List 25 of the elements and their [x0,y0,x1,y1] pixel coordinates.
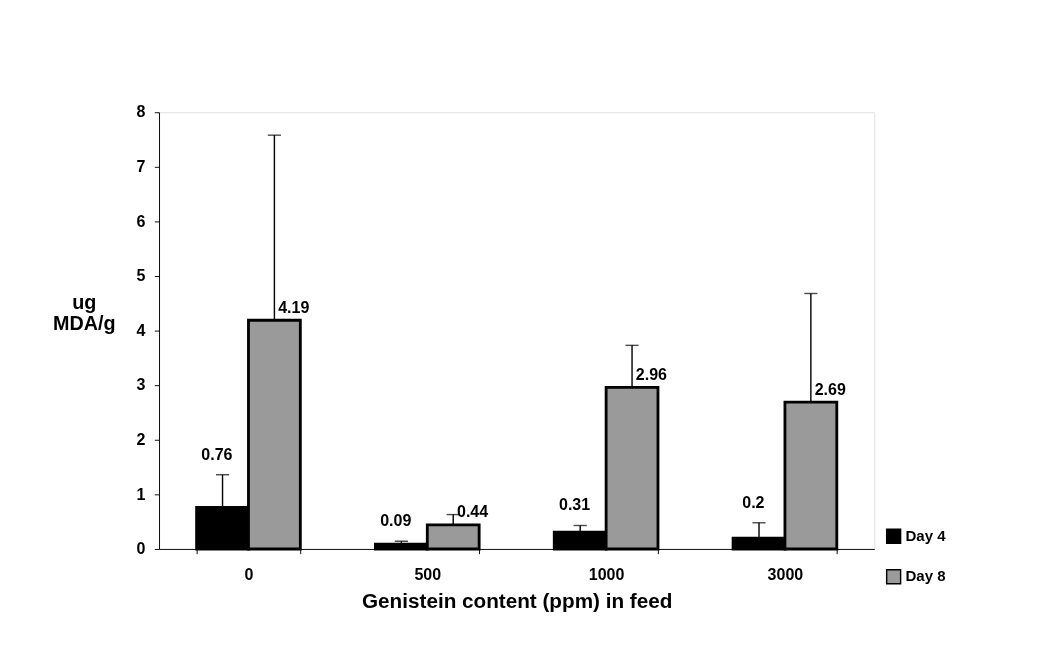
data-label: 0.44 [456,503,489,521]
y-tick-label: 1 [136,485,146,503]
x-tick-label: 0 [244,565,254,583]
y-tick-label: 0 [136,540,146,558]
y-tick-label: 7 [136,158,146,176]
y-tick-label: 5 [136,267,146,285]
x-axis-title: Genistein content (ppm) in feed [362,588,673,612]
y-tick-label: 8 [136,103,146,121]
legend-label: Day 8 [905,567,946,585]
x-tick-label: 1000 [588,565,625,583]
y-tick-label: 6 [136,212,146,230]
legend-label: Day 4 [905,526,947,544]
data-label: 0.76 [201,445,233,463]
data-label: 4.19 [278,298,310,316]
y-tick-label: 2 [136,430,146,448]
y-axis-title: ug MDA/g [52,290,116,335]
y-tick-label: 3 [136,376,146,394]
y-tick-label: 4 [136,321,146,339]
data-label: 0.09 [380,512,412,530]
data-label: 0.31 [558,496,591,514]
x-tick-label: 500 [414,565,442,583]
data-label: 0.2 [742,493,765,511]
x-tick-label: 3000 [767,565,804,583]
data-label: 2.69 [814,380,846,398]
data-label: 2.96 [635,365,668,383]
